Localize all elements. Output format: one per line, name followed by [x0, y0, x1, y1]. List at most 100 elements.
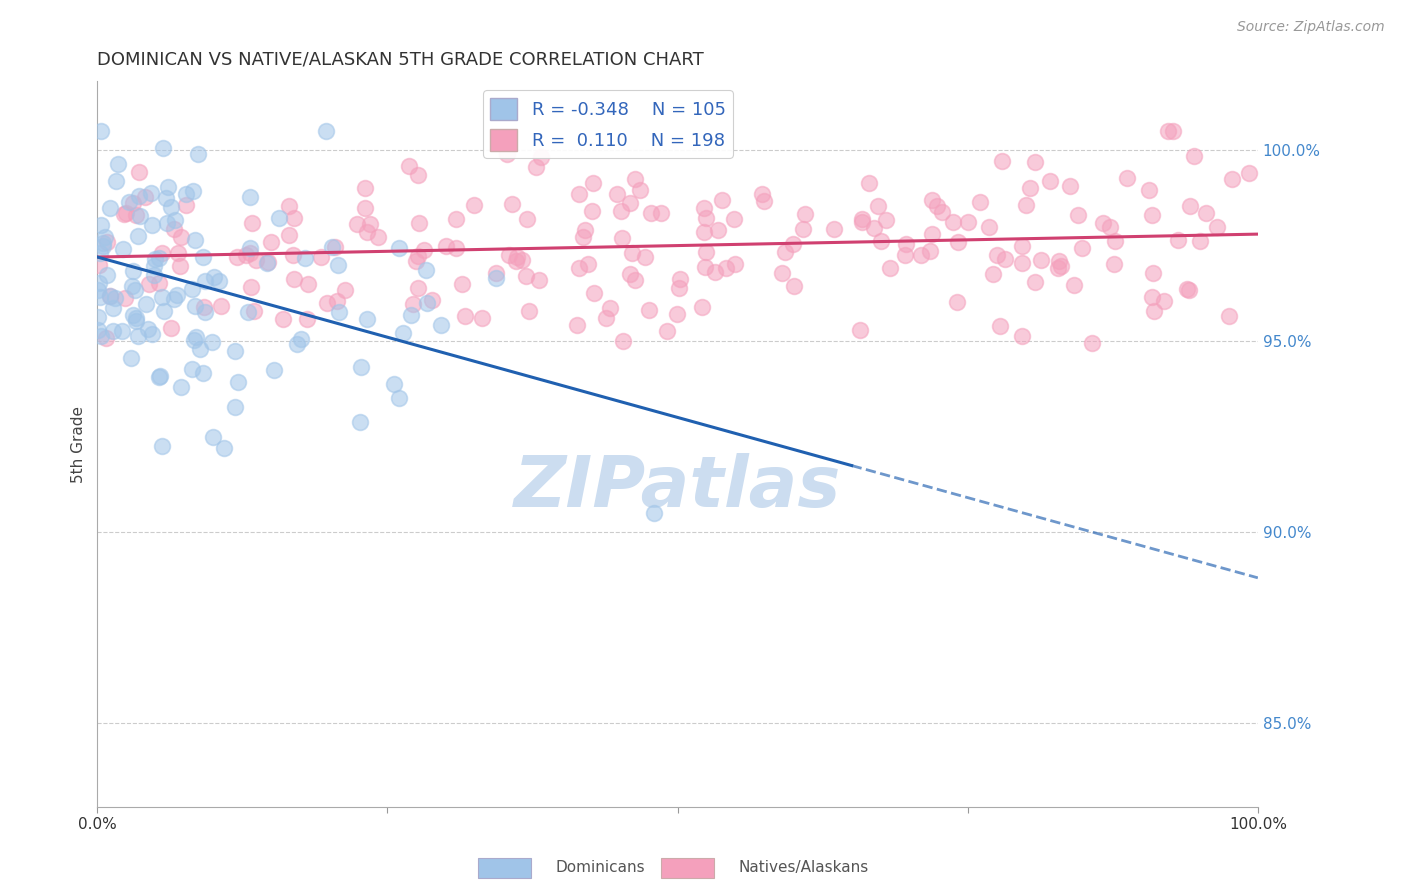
- Point: [1102, 257, 1125, 271]
- Point: [333, 283, 356, 297]
- Point: [294, 251, 316, 265]
- Point: [388, 391, 411, 405]
- Point: [184, 329, 207, 343]
- Point: [166, 245, 188, 260]
- Point: [287, 336, 309, 351]
- Point: [112, 207, 135, 221]
- Point: [1059, 178, 1081, 193]
- Point: [610, 231, 633, 245]
- Point: [245, 252, 267, 267]
- Point: [118, 194, 141, 209]
- Point: [226, 250, 249, 264]
- Point: [367, 230, 389, 244]
- Point: [181, 184, 204, 198]
- Point: [125, 208, 148, 222]
- Point: [638, 303, 661, 318]
- Point: [94, 331, 117, 345]
- Point: [434, 238, 457, 252]
- Point: [1182, 148, 1205, 162]
- Y-axis label: 5th Grade: 5th Grade: [72, 406, 86, 483]
- Point: [163, 292, 186, 306]
- Point: [751, 187, 773, 202]
- Point: [1104, 234, 1126, 248]
- Point: [957, 215, 980, 229]
- Point: [692, 225, 714, 239]
- Point: [89, 246, 111, 260]
- Point: [96, 268, 118, 282]
- Point: [690, 300, 713, 314]
- Point: [571, 230, 593, 244]
- Point: [193, 274, 215, 288]
- Point: [399, 308, 422, 322]
- Point: [444, 211, 467, 226]
- Point: [277, 199, 299, 213]
- Point: [166, 288, 188, 302]
- Point: [650, 206, 672, 220]
- Point: [224, 400, 246, 414]
- Point: [128, 189, 150, 203]
- Point: [170, 380, 193, 394]
- Point: [875, 212, 897, 227]
- Point: [98, 289, 121, 303]
- Point: [98, 201, 121, 215]
- Point: [444, 241, 467, 255]
- Point: [1237, 165, 1260, 179]
- Point: [91, 239, 114, 253]
- Text: Source: ZipAtlas.com: Source: ZipAtlas.com: [1237, 20, 1385, 34]
- Point: [326, 258, 349, 272]
- Point: [526, 160, 548, 174]
- Point: [112, 242, 135, 256]
- Point: [1011, 329, 1033, 343]
- Point: [1143, 304, 1166, 318]
- Point: [107, 157, 129, 171]
- Point: [666, 307, 689, 321]
- Point: [695, 244, 717, 259]
- Point: [328, 305, 350, 319]
- Point: [1047, 260, 1070, 275]
- Point: [793, 207, 815, 221]
- Legend: R = -0.348    N = 105, R =  0.110    N = 198: R = -0.348 N = 105, R = 0.110 N = 198: [484, 90, 733, 158]
- Point: [991, 153, 1014, 168]
- Point: [879, 260, 901, 275]
- Point: [1081, 336, 1104, 351]
- Point: [773, 245, 796, 260]
- Point: [121, 195, 143, 210]
- Point: [506, 250, 529, 264]
- Point: [574, 223, 596, 237]
- Point: [242, 304, 264, 318]
- Point: [471, 311, 494, 326]
- Point: [1206, 219, 1229, 234]
- Point: [98, 289, 121, 303]
- Point: [201, 335, 224, 350]
- Point: [519, 304, 541, 318]
- Point: [599, 301, 621, 316]
- Point: [655, 324, 678, 338]
- Point: [1047, 254, 1070, 268]
- Point: [240, 217, 263, 231]
- Point: [1142, 290, 1164, 304]
- Point: [1024, 275, 1046, 289]
- Point: [127, 328, 149, 343]
- Point: [783, 279, 806, 293]
- Point: [148, 251, 170, 265]
- Point: [359, 218, 381, 232]
- Point: [1195, 206, 1218, 220]
- Point: [392, 326, 415, 341]
- Point: [240, 280, 263, 294]
- Point: [323, 240, 346, 254]
- Point: [263, 362, 285, 376]
- Point: [931, 204, 953, 219]
- Point: [925, 199, 948, 213]
- Point: [156, 216, 179, 230]
- Point: [124, 283, 146, 297]
- Point: [1157, 124, 1180, 138]
- Point: [170, 229, 193, 244]
- Point: [122, 264, 145, 278]
- Point: [1142, 267, 1164, 281]
- Point: [454, 309, 477, 323]
- Point: [894, 248, 917, 262]
- Point: [1220, 172, 1243, 186]
- Point: [356, 226, 378, 240]
- Point: [87, 276, 110, 290]
- Point: [406, 281, 429, 295]
